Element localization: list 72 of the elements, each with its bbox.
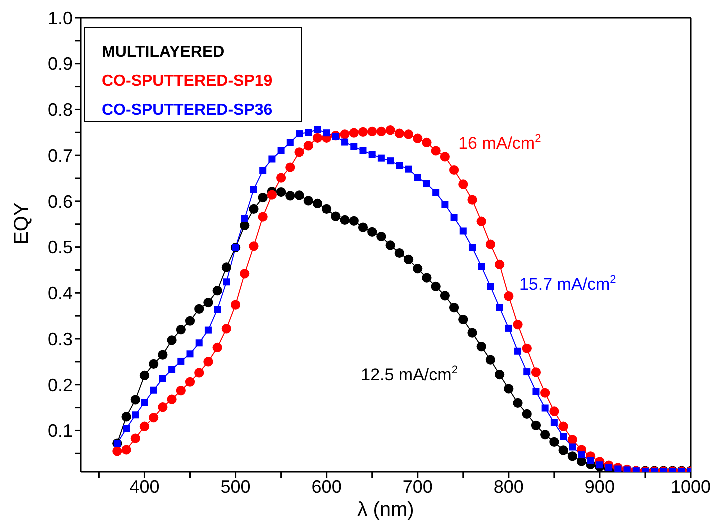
y-tick-label: 0.8: [48, 100, 73, 120]
annotation: 12.5 mA/cm$^{2}$: [361, 364, 458, 386]
point: [531, 420, 542, 430]
point: [222, 262, 232, 272]
point: [504, 384, 514, 394]
y-tick-label: 0.5: [48, 238, 73, 258]
point: [149, 359, 159, 370]
point: [249, 204, 259, 214]
y-tick-label: 0.1: [48, 421, 73, 442]
x-tick-label: 800: [494, 476, 524, 497]
point: [540, 430, 550, 440]
annotation: 16 mA/cm$^{2}$: [458, 133, 542, 154]
point: [349, 216, 359, 226]
point: [394, 248, 404, 258]
point: [212, 286, 222, 296]
point: [376, 232, 386, 242]
point: [204, 298, 214, 308]
point: [522, 409, 532, 420]
point: [458, 314, 468, 325]
point: [185, 316, 196, 326]
x-tick-label: 400: [130, 476, 160, 497]
point: [440, 291, 450, 301]
point: [312, 198, 323, 209]
point: [404, 254, 414, 264]
point: [386, 240, 396, 250]
y-axis-title: EQY: [11, 202, 34, 245]
x-axis-title: λ (nm): [358, 499, 414, 521]
point: [413, 264, 423, 274]
point: [513, 398, 523, 408]
y-tick-label: 0.3: [48, 329, 73, 350]
point: [468, 328, 478, 338]
point: [176, 325, 186, 335]
y-tick-label: 1.0: [48, 8, 73, 28]
point: [258, 192, 268, 203]
point: [422, 273, 432, 283]
point: [476, 342, 486, 352]
x-tick-label: 500: [220, 476, 251, 497]
point: [568, 452, 578, 462]
text: CO-SPUTTERED-SP19: [102, 73, 273, 90]
point: [331, 212, 341, 222]
point: [449, 303, 460, 313]
y-tick-label: 0.7: [48, 146, 73, 166]
y-tick-label: 0.4: [48, 284, 73, 304]
y-tick-label: 0.9: [48, 54, 73, 74]
point: [167, 336, 177, 346]
series-label: CO-SPUTTERED-SP36: [102, 102, 273, 120]
point: [286, 191, 296, 201]
x-tick-label: 600: [312, 476, 342, 497]
point: [368, 227, 378, 237]
text: MULTILAYERED: [102, 44, 225, 62]
point: [495, 370, 505, 380]
point: [358, 222, 368, 232]
point: [276, 187, 286, 198]
point: [130, 395, 140, 405]
point: [304, 196, 314, 206]
point: [140, 370, 150, 380]
annotation: 15.7 mA/cm$^{2}$: [519, 274, 616, 294]
point: [550, 437, 560, 447]
point: [558, 446, 568, 456]
point: [486, 355, 496, 365]
point: [158, 350, 168, 360]
point: [194, 304, 204, 314]
point: [340, 215, 350, 226]
point: [122, 412, 132, 422]
y-tick-label: 0.6: [48, 192, 73, 212]
point: [322, 204, 332, 214]
point: [431, 282, 441, 292]
point: [294, 190, 304, 200]
y-tick-label: 0.2: [48, 375, 73, 396]
x-tick-label: 700: [402, 476, 433, 497]
x-tick-label: 1000: [670, 476, 712, 497]
x-tick-label: 900: [584, 476, 615, 497]
